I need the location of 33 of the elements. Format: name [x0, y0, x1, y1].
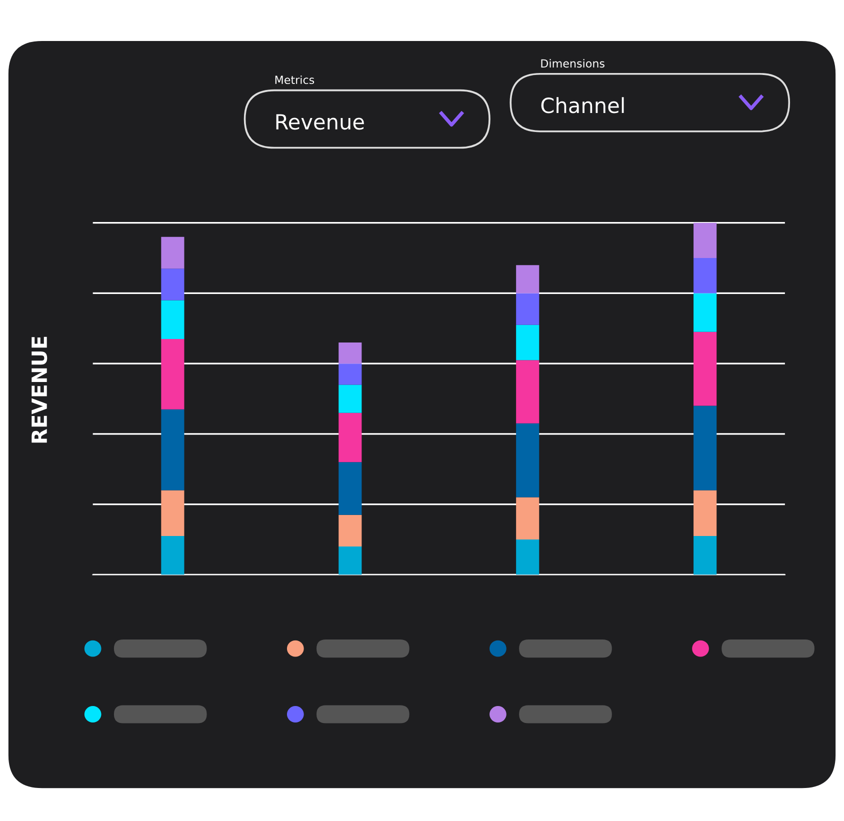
text: Revenue	[276, 114, 364, 130]
text: Dimensions	[541, 59, 604, 68]
bar	[516, 497, 540, 540]
bar	[516, 540, 540, 575]
bar	[694, 406, 717, 490]
bar	[161, 338, 184, 410]
bar	[338, 462, 362, 515]
bar	[161, 490, 184, 536]
bar	[516, 265, 540, 294]
bar	[694, 258, 717, 294]
bar	[161, 409, 184, 490]
bar	[694, 490, 717, 536]
bar	[338, 364, 362, 385]
bar	[338, 514, 362, 547]
bar	[516, 423, 540, 498]
bar	[694, 332, 717, 406]
bar	[694, 536, 717, 575]
bar	[516, 293, 540, 325]
bar	[338, 546, 362, 575]
bar	[161, 268, 184, 300]
text: Channel	[541, 97, 624, 114]
bar	[516, 324, 540, 360]
text: Metrics	[275, 75, 314, 84]
bar	[161, 536, 184, 575]
y-axis-title: REVENUE	[32, 336, 48, 443]
bar	[516, 360, 540, 424]
bar	[338, 342, 362, 364]
bar	[161, 236, 184, 269]
bar	[161, 300, 184, 339]
bar	[338, 412, 362, 462]
bar	[694, 293, 717, 332]
bar	[694, 222, 717, 258]
bar	[338, 384, 362, 413]
